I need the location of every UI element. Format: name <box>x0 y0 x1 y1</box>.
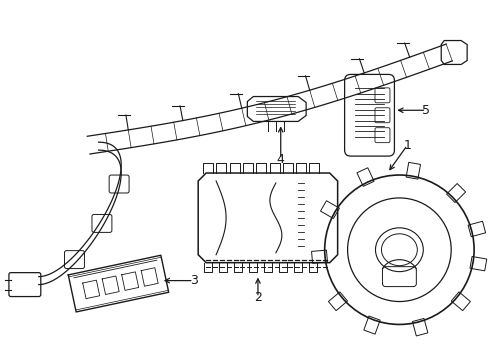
Text: 5: 5 <box>422 104 430 117</box>
Text: 1: 1 <box>403 139 411 152</box>
Text: 2: 2 <box>254 291 262 304</box>
Text: 3: 3 <box>190 274 197 287</box>
Text: 4: 4 <box>277 153 285 166</box>
